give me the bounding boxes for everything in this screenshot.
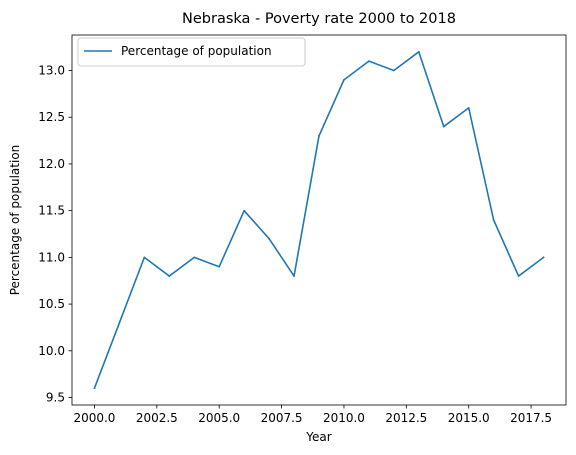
data-point	[343, 79, 345, 81]
data-point	[443, 126, 445, 128]
data-point	[218, 266, 220, 268]
axes-frame	[72, 35, 566, 405]
x-tick-label: 2010.0	[323, 411, 365, 425]
data-point	[318, 135, 320, 137]
y-tick-label: 9.5	[46, 391, 65, 405]
data-point	[143, 256, 145, 258]
x-tick-label: 2015.0	[448, 411, 490, 425]
y-axis-label: Percentage of population	[8, 145, 22, 296]
data-point	[368, 60, 370, 62]
x-tick-label: 2017.5	[510, 411, 552, 425]
y-tick-label: 12.5	[38, 110, 65, 124]
data-point	[94, 387, 96, 389]
y-tick-label: 11.5	[38, 204, 65, 218]
data-point	[168, 275, 170, 277]
x-axis-label: Year	[305, 430, 331, 444]
data-point	[243, 210, 245, 212]
data-point	[393, 70, 395, 72]
x-axis: 2000.0 2002.5 2005.0 2007.5 2010.0 2012.5 2015…	[73, 405, 552, 425]
data-point	[418, 51, 420, 53]
data-point	[268, 238, 270, 240]
data-point	[518, 275, 520, 277]
x-tick-label: 2012.5	[385, 411, 427, 425]
x-tick-label: 2000.0	[73, 411, 115, 425]
y-tick-label: 10.0	[38, 344, 65, 358]
y-tick-label: 10.5	[38, 297, 65, 311]
data-point	[193, 256, 195, 258]
data-point	[119, 322, 121, 324]
plot-area	[94, 51, 545, 389]
chart-title: Nebraska - Poverty rate 2000 to 2018	[182, 11, 456, 27]
x-tick-label: 2005.0	[198, 411, 240, 425]
data-point	[543, 256, 545, 258]
data-point	[493, 219, 495, 221]
data-point	[468, 107, 470, 109]
data-point	[293, 275, 295, 277]
y-tick-label: 12.0	[38, 157, 65, 171]
x-tick-label: 2002.5	[136, 411, 178, 425]
y-tick-label: 11.0	[38, 250, 65, 264]
y-axis: 9.5 10.0 10.5 11.0 11.5 12.0 12.5 13.0	[38, 64, 72, 405]
series-line	[94, 52, 543, 388]
legend-label: Percentage of population	[121, 44, 272, 58]
legend: Percentage of population	[78, 38, 305, 66]
x-tick-label: 2007.5	[261, 411, 303, 425]
y-tick-label: 13.0	[38, 64, 65, 78]
